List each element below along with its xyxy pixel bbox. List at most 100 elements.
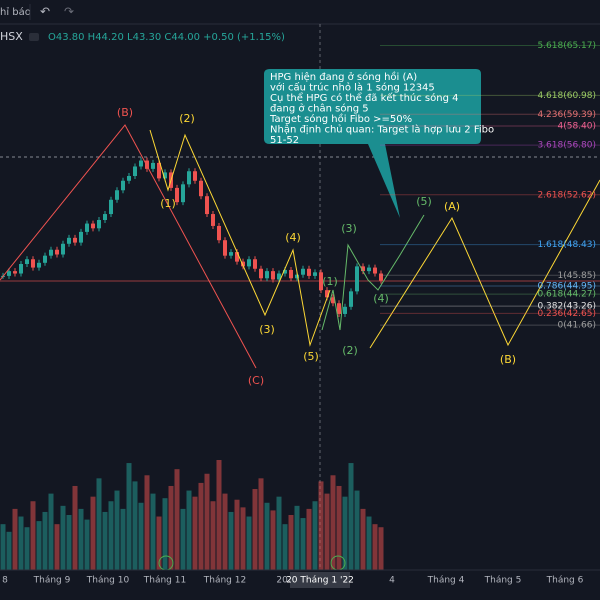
candle <box>133 166 137 176</box>
indicators-button[interactable]: hỉ báo <box>0 6 31 18</box>
volume-bar <box>192 496 198 570</box>
volume-bar <box>276 496 282 570</box>
candle <box>151 162 155 169</box>
candle <box>139 160 143 167</box>
candle <box>37 262 41 268</box>
volume-bar <box>24 527 30 570</box>
fib-label: 4.618(60.98) <box>537 91 596 101</box>
candle <box>235 252 239 262</box>
annotation-line: với cấu trúc nhỏ là 1 sóng 12345 <box>270 82 435 94</box>
fib-label: 0.236(42.65) <box>537 309 596 319</box>
wave-label: (2) <box>179 112 195 125</box>
volume-bar <box>180 508 186 570</box>
volume-bar <box>252 489 258 570</box>
volume-bar <box>132 481 138 570</box>
volume-bar <box>138 502 144 570</box>
wave-line-red <box>0 124 257 369</box>
x-axis-label: 20 Tháng 1 '22 <box>286 576 354 586</box>
candle <box>331 297 335 304</box>
volume-bar <box>162 498 168 570</box>
candle <box>259 268 263 279</box>
volume-bar <box>36 521 42 570</box>
volume-bar <box>84 519 90 570</box>
volume-bar <box>150 493 156 570</box>
volume-bar <box>216 460 222 570</box>
candle <box>13 271 17 274</box>
candle <box>241 261 245 267</box>
volume-bar <box>228 511 234 570</box>
redo-icon[interactable]: ↷ <box>64 5 74 19</box>
candle <box>157 162 161 179</box>
fib-label: 0(41.66) <box>557 321 596 331</box>
candle <box>181 184 185 203</box>
candle <box>367 267 371 272</box>
volume-bar <box>372 524 378 570</box>
candle <box>163 172 167 179</box>
collapse-button[interactable] <box>29 33 39 41</box>
volume-bar <box>318 481 324 570</box>
volume-bar <box>6 531 12 570</box>
candle <box>31 259 35 268</box>
x-axis-label: Tháng 6 <box>546 576 584 586</box>
volume-bar <box>78 508 84 570</box>
x-axis-label: 8 <box>2 576 8 586</box>
wave-label: (4) <box>373 292 389 305</box>
candle <box>337 303 341 314</box>
annotation-line: Nhận định chủ quan: Target là hợp lưu 2 … <box>270 124 494 136</box>
volume-bar <box>288 515 294 570</box>
volume-bar <box>258 478 264 570</box>
undo-icon[interactable]: ↶ <box>40 5 50 19</box>
volume-bar <box>90 496 96 570</box>
wave-label: (4) <box>285 231 301 244</box>
volume-bar <box>42 511 48 570</box>
volume-bar <box>300 518 306 570</box>
volume-bar <box>312 501 318 570</box>
candle <box>319 272 323 291</box>
projection-line-yellow <box>369 179 600 349</box>
volume-bar <box>72 485 78 570</box>
annotation-line: Target sóng hồi Fibo >=50% <box>269 113 412 125</box>
volume-bar <box>96 478 102 570</box>
wave-label: (B) <box>500 353 516 366</box>
volume-bar <box>204 473 210 570</box>
volume-bar <box>222 493 228 570</box>
ohlc: O43.80 H44.20 L43.30 C44.00 +0.50 (+1.15… <box>48 32 285 43</box>
volume-bar <box>282 524 288 570</box>
candle <box>247 259 251 267</box>
x-axis-label: Tháng 5 <box>484 576 522 586</box>
x-axis-label: 202 <box>276 576 293 586</box>
volume-bar <box>234 499 240 570</box>
wave-label: (B) <box>117 106 133 119</box>
volume-bar <box>360 508 366 570</box>
x-axis-label: Tháng 9 <box>33 576 71 586</box>
volume-bar <box>126 463 132 570</box>
volume-bar <box>240 507 246 570</box>
volume-bar <box>66 515 72 570</box>
candle <box>121 180 125 191</box>
wave-label: (A) <box>444 200 460 213</box>
volume-bar <box>186 490 192 570</box>
volume-bar <box>378 527 384 570</box>
candle <box>361 266 365 272</box>
candle <box>277 273 281 280</box>
annotation-line: Cụ thể HPG có thể đã kết thúc sóng 4 <box>270 91 458 104</box>
volume-bar <box>0 524 6 570</box>
candle <box>49 249 53 256</box>
x-axis-label: Tháng 11 <box>143 576 186 586</box>
plot <box>0 157 384 570</box>
candle <box>73 237 77 243</box>
wave-label: (1) <box>322 275 338 288</box>
volume-bar <box>168 485 174 570</box>
annotation-line: 51-52 <box>270 135 299 146</box>
candle <box>349 291 353 307</box>
volume-bar <box>336 485 342 570</box>
volume-bar <box>210 501 216 570</box>
fib-label: 0.618(44.27) <box>537 290 596 300</box>
candle <box>193 171 197 181</box>
candle <box>91 223 95 229</box>
fib-label: 5.618(65.17) <box>537 41 596 51</box>
annotation-line: đang ở chân sóng 5 <box>270 103 369 115</box>
volume-bar <box>108 501 114 570</box>
x-axis-label: Tháng 10 <box>86 576 130 586</box>
